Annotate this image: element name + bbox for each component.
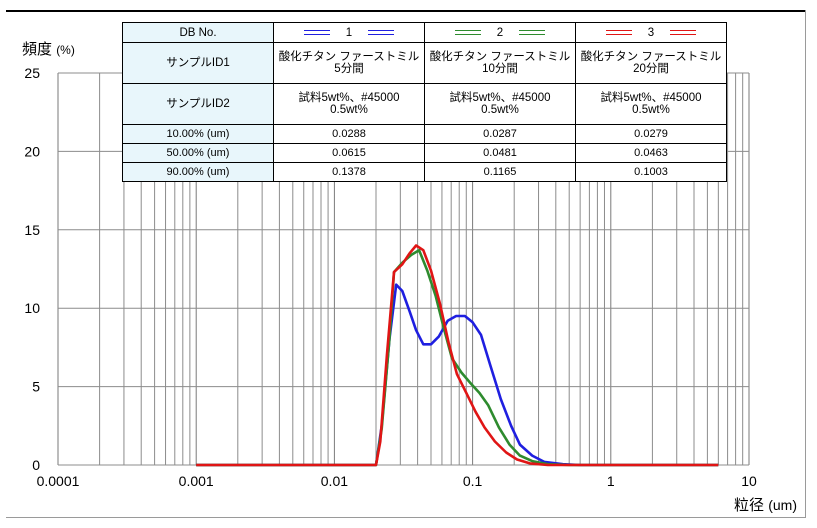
legend-entry-2: 2 [424,22,576,43]
y-tick-label: 0 [32,457,40,473]
id1-cell-1: 酸化チタン ファーストミル 5分間 [273,42,425,84]
series-lines [196,244,719,467]
legend-id1-row: サンプルID1 酸化チタン ファーストミル 5分間 酸化チタン ファーストミル 10… [122,42,727,84]
x-tick-label: 1 [607,473,615,489]
legend-entry-1: 1 [273,22,425,43]
d50-label: 50.00% (um) [122,143,274,163]
x-axis-label: 粒径 (um) [734,497,797,514]
y-tick-label: 25 [24,65,40,81]
y-tick-label: 5 [32,379,40,395]
y-tick-label: 15 [24,222,40,238]
chart-border [6,10,806,518]
x-tick-label: 0.1 [463,473,483,489]
d10-value-2: 0.0287 [424,124,576,144]
x-tick-label: 0.0001 [37,473,80,489]
d90-value-2: 0.1165 [424,162,576,182]
d50-value-1: 0.0615 [273,143,425,163]
id1-cell-3: 酸化チタン ファーストミル 20分間 [575,42,727,84]
d90-label: 90.00% (um) [122,162,274,182]
id1-label: サンプルID1 [122,42,274,84]
legend-entry-3: 3 [575,22,727,43]
top-rule [6,10,806,12]
d10-value-1: 0.0288 [273,124,425,144]
x-tick-label: 0.001 [179,473,214,489]
id2-cell-3: 試料5wt%、#45000 0.5wt% [575,83,727,125]
legend-d10-row: 10.00% (um) 0.0288 0.0287 0.0279 [122,124,727,144]
tick-labels: 0 5 10 15 20 25 0.0001 0.001 0.01 0.1 1 10 [24,65,757,489]
x-tick-label: 10 [741,473,757,489]
series-line-3 [196,244,719,467]
legend-d50-row: 50.00% (um) 0.0615 0.0481 0.0463 [122,143,727,163]
y-axis-label: 頻度 (%) [22,41,75,58]
id2-label: サンプルID2 [122,83,274,125]
legend-id2-row: サンプルID2 試料5wt%、#45000 0.5wt% 試料5wt%、#4500… [122,83,727,125]
d50-value-3: 0.0463 [575,143,727,163]
y-tick-label: 10 [24,300,40,316]
series-3-swatch [605,29,632,35]
series-line-1 [196,283,719,467]
id2-cell-1: 試料5wt%、#45000 0.5wt% [273,83,425,125]
d10-label: 10.00% (um) [122,124,274,144]
d50-value-2: 0.0481 [424,143,576,163]
series-line-2 [196,248,719,467]
id2-cell-2: 試料5wt%、#45000 0.5wt% [424,83,576,125]
db-label: DB No. [122,22,274,43]
d90-value-3: 0.1003 [575,162,727,182]
legend-d90-row: 90.00% (um) 0.1378 0.1165 0.1003 [122,162,727,182]
y-tick-label: 20 [24,143,40,159]
id1-cell-2: 酸化チタン ファーストミル 10分間 [424,42,576,84]
legend-db-row: DB No. 1 2 3 [122,22,727,43]
d90-value-1: 0.1378 [273,162,425,182]
d10-value-3: 0.0279 [575,124,727,144]
x-tick-label: 0.01 [321,473,348,489]
legend-table: DB No. 1 2 3 サンプルID1 酸化チタン ファーストミル 5分間 酸化… [122,22,727,182]
series-1-swatch [303,29,330,35]
series-2-swatch [454,29,481,35]
